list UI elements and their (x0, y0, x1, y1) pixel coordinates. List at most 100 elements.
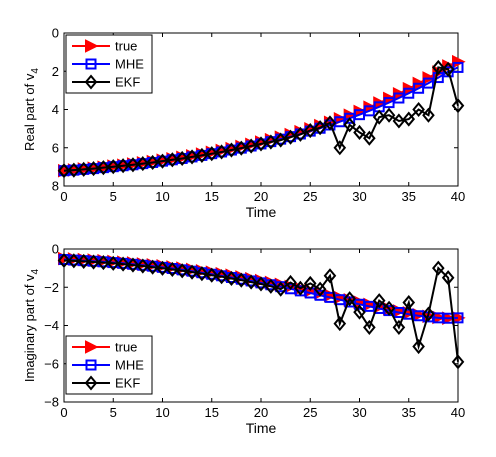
EKF-point (57, 163, 71, 179)
EKF-point (323, 268, 337, 284)
EKF-point (303, 275, 317, 291)
x-tick-label: 15 (205, 405, 219, 420)
legend-label-true: true (115, 340, 137, 355)
MHE-point (422, 77, 434, 89)
x-tick-label: 40 (451, 405, 465, 420)
EKF-point (402, 294, 416, 311)
EKF-point (97, 255, 110, 271)
EKF-point (422, 107, 435, 123)
EKF-point (126, 157, 140, 173)
EKF-line (63, 259, 459, 362)
EKF-point (106, 255, 120, 271)
EKF-point (441, 270, 455, 286)
y-tick-label: −4 (44, 318, 59, 333)
EKF-point (264, 134, 278, 150)
plot-panel-2: 0 5 10 15 20 25 30 35 40 0 −2 −4 −6 −8 Time Imaginary p… (22, 242, 466, 436)
EKF-point (284, 274, 297, 291)
EKF-point (205, 146, 219, 162)
legend-marker-MHE (85, 359, 97, 371)
legend-marker-MHE (85, 58, 97, 70)
EKF-point (166, 261, 179, 278)
EKF-point (136, 156, 150, 172)
EKF-point (57, 252, 71, 269)
EKF-point (372, 109, 386, 125)
legend-label-MHE: MHE (115, 358, 144, 373)
EKF-point (392, 113, 406, 129)
x-tick-label: 20 (254, 189, 268, 204)
x-tick-label: 30 (352, 189, 366, 204)
legend-marker-true (85, 39, 99, 53)
EKF-point (343, 117, 356, 133)
plot-panel-1: 0 5 10 15 20 25 30 35 40 0 2 4 6 8 Time Real part of v4… (22, 26, 466, 220)
legend-label-MHE: MHE (115, 57, 144, 72)
legend-label-true: true (115, 39, 137, 54)
y-tick-label: 2 (52, 64, 59, 79)
true-point (452, 54, 466, 69)
y-tick-label: 6 (52, 140, 59, 155)
EKF-point (67, 162, 81, 178)
EKF-point (451, 98, 465, 114)
legend: true MHE EKF (65, 34, 153, 94)
EKF-point (166, 152, 179, 168)
EKF-point (333, 316, 347, 332)
EKF-point (205, 267, 219, 283)
x-tick-label: 35 (402, 405, 416, 420)
EKF-point (294, 126, 307, 142)
EKF-point (343, 291, 356, 307)
y-tick-label: 0 (52, 242, 59, 257)
y-tick-label: 4 (52, 102, 59, 117)
EKF-point (303, 122, 317, 139)
EKF-point (323, 115, 337, 131)
EKF-point (274, 132, 288, 148)
x-tick-label: 25 (303, 189, 317, 204)
x-tick-label: 35 (402, 189, 416, 204)
EKF-point (353, 304, 366, 320)
EKF-point (126, 257, 140, 273)
EKF-point (215, 144, 228, 160)
EKF-point (234, 272, 248, 288)
EKF-point (431, 260, 445, 276)
EKF-point (116, 256, 130, 272)
EKF-point (264, 278, 278, 294)
EKF-point (244, 138, 258, 154)
x-tick-label: 40 (451, 189, 465, 204)
EKF-point (87, 254, 100, 270)
EKF-point (87, 161, 100, 177)
EKF-point (156, 260, 169, 276)
EKF-point (382, 300, 396, 316)
EKF-point (185, 264, 199, 280)
legend: true MHE EKF (65, 335, 153, 395)
EKF-point (382, 107, 396, 123)
EKF-point (156, 153, 169, 169)
y-tick-label: 8 (52, 179, 59, 194)
EKF-point (254, 136, 268, 152)
x-tick-label: 5 (110, 189, 117, 204)
EKF-point (106, 159, 120, 175)
y-axis-label: Real part of v4 (22, 68, 41, 151)
series-EKF (57, 252, 465, 370)
legend-label-EKF: EKF (115, 75, 140, 90)
EKF-point (274, 281, 288, 297)
EKF-point (284, 129, 297, 145)
EKF-point (294, 280, 307, 296)
EKF-point (77, 253, 91, 269)
EKF-point (441, 61, 455, 77)
EKF-point (195, 147, 209, 163)
EKF-point (412, 101, 425, 118)
EKF-point (363, 319, 376, 335)
EKF-point (451, 354, 465, 370)
x-axis-label: Time (246, 420, 277, 436)
EKF-point (146, 259, 159, 275)
EKF-point (97, 160, 110, 176)
EKF-point (333, 140, 347, 156)
EKF-point (363, 130, 376, 146)
EKF-point (146, 154, 159, 171)
EKF-point (353, 124, 366, 141)
y-tick-label: −2 (44, 280, 59, 295)
EKF-point (225, 142, 238, 158)
EKF-point (195, 266, 209, 282)
x-tick-label: 15 (205, 189, 219, 204)
y-tick-label: 0 (52, 26, 59, 41)
